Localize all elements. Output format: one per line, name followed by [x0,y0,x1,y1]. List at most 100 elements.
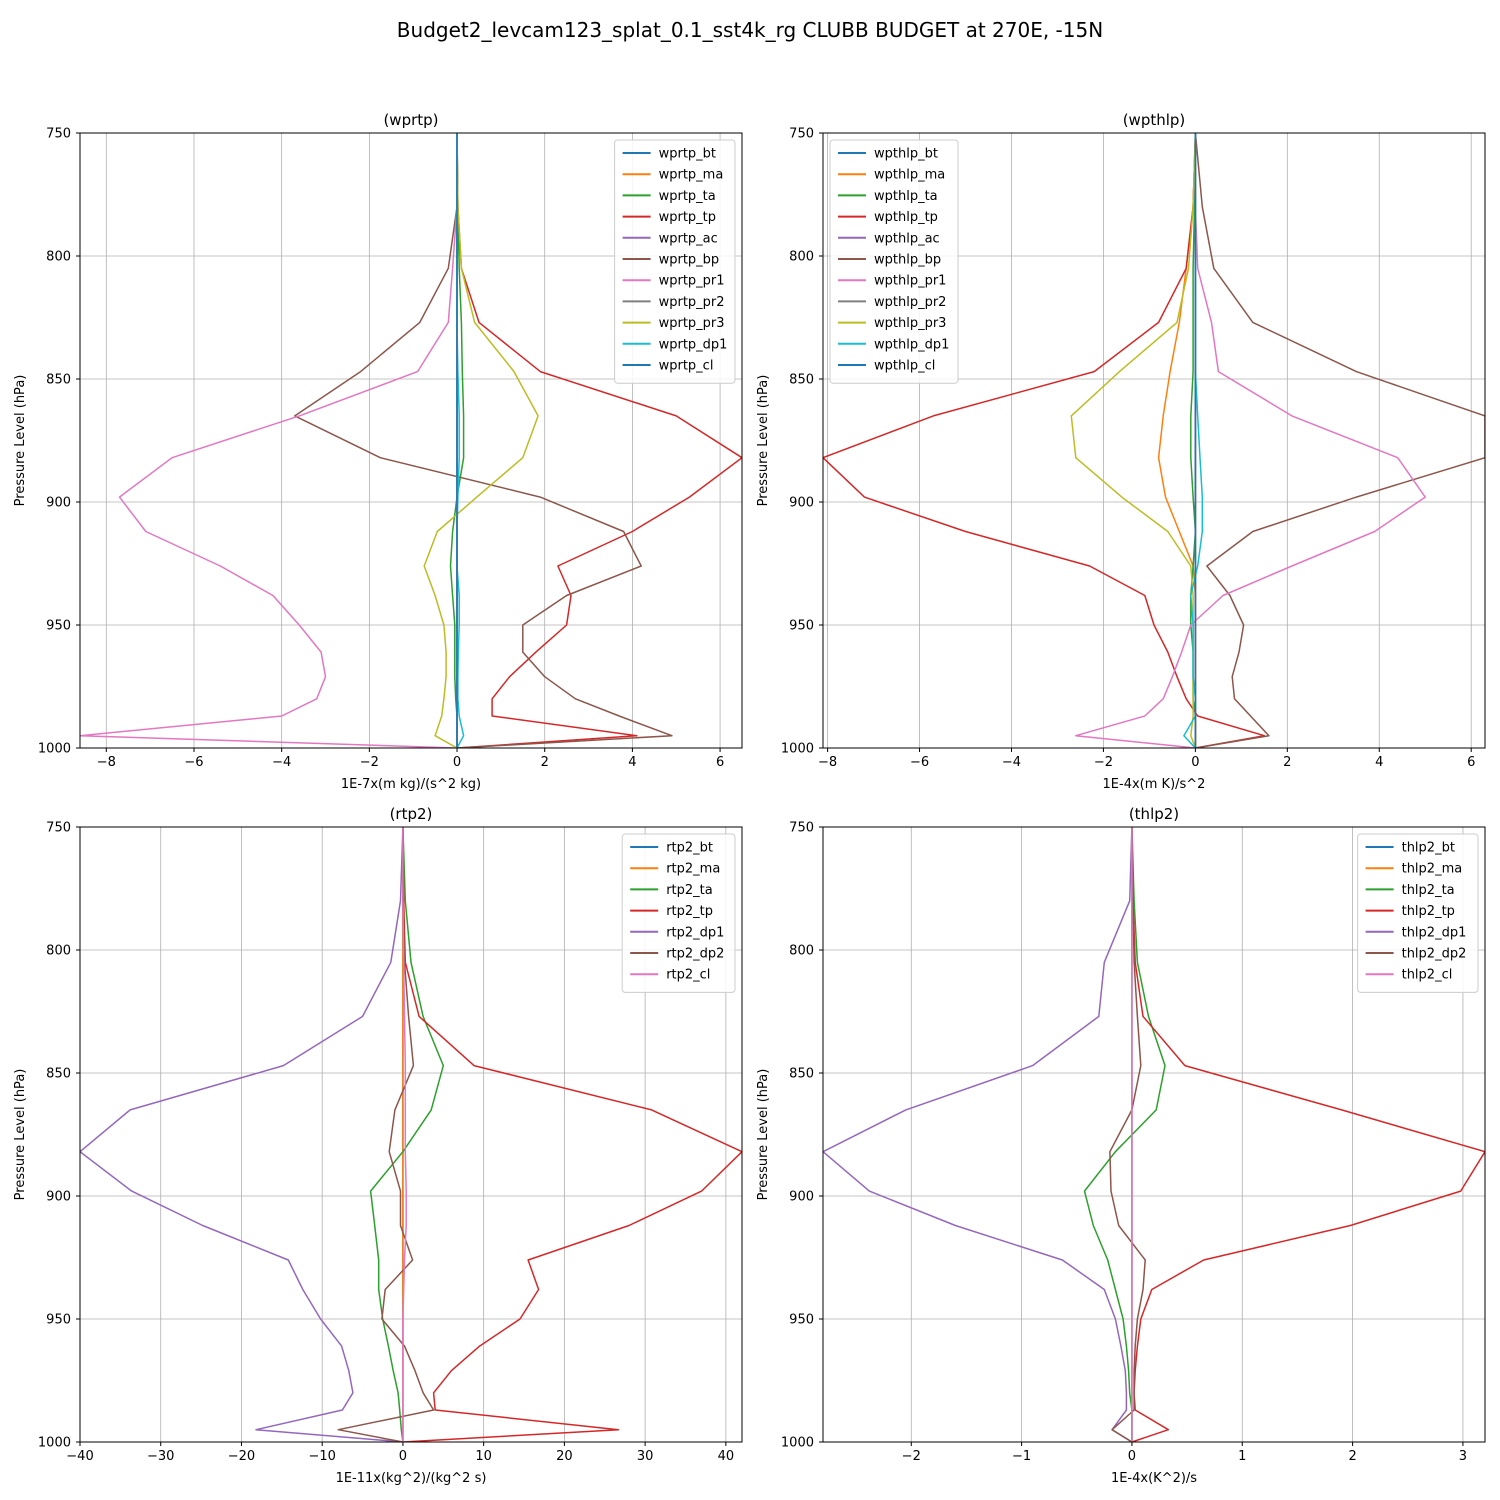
y-tick-label: 950 [789,1313,814,1328]
panel-wpthlp: −8 −6 −4 −2 0 2 4 6 750 800 850 900 950 1000 (wpthlp) 1… [756,111,1486,792]
y-tick-label: 1000 [38,742,71,757]
series-line-rtp2_tp [402,827,742,1442]
legend-entry: wpthlp_pr1 [874,274,946,289]
panel-title: (rtp2) [390,805,433,823]
legend-entry: wprtp_dp1 [659,337,728,352]
x-tick-label: 2 [1348,1449,1356,1464]
legend-entry: wpthlp_bp [874,253,941,268]
y-tick-label: 950 [789,619,814,634]
panel-title: (wprtp) [383,111,438,129]
legend-entry: rtp2_bt [666,841,713,856]
x-axis-label: 1E-11x(kg^2)/(kg^2 s) [336,1471,487,1486]
x-tick-label: 0 [399,1449,407,1464]
series-line-wprtp_pr1 [80,133,458,748]
x-tick-label: −2 [1094,755,1113,770]
y-tick-label: 850 [789,373,814,388]
y-tick-label: 800 [789,250,814,265]
panel-title: (thlp2) [1129,805,1179,823]
legend-entry: thlp2_dp2 [1402,947,1467,962]
y-axis-label: Pressure Level (hPa) [756,375,771,507]
legend-entry: wprtp_pr1 [659,274,725,289]
series-line-wpthlp_dp1 [1183,133,1204,748]
y-tick-label: 900 [789,1190,814,1205]
figure-title: Budget2_levcam123_splat_0.1_sst4k_rg CLU… [397,18,1103,42]
legend-entry: thlp2_ta [1402,883,1455,898]
series-line-wpthlp_pr1 [1075,133,1426,748]
legend-entry: rtp2_ta [666,883,713,898]
series-group [80,133,742,748]
x-tick-label: 6 [716,755,724,770]
y-axis-label: Pressure Level (hPa) [756,1069,771,1201]
series-line-wprtp_bp [294,133,673,748]
x-tick-label: −2 [902,1449,921,1464]
x-tick-label: −8 [818,755,837,770]
y-tick-label: 900 [46,496,71,511]
legend-entry: wprtp_ma [659,168,724,183]
y-tick-label: 1000 [38,1436,71,1451]
legend-entry: wprtp_bt [659,147,716,162]
y-tick-label: 850 [46,1067,71,1082]
legend-entry: wpthlp_dp1 [874,337,949,352]
y-axis-label: Pressure Level (hPa) [13,1069,28,1201]
y-tick-label: 850 [46,373,71,388]
y-axis-label: Pressure Level (hPa) [13,375,28,507]
x-tick-label: 30 [637,1449,654,1464]
legend-entry: wprtp_ac [659,231,718,246]
legend: wprtp_bt wprtp_ma wprtp_ta wprtp_tp wprtp_ac… [614,139,736,384]
y-tick-label: 1000 [781,742,814,757]
x-tick-label: 6 [1467,755,1475,770]
series-line-wpthlp_tp [823,133,1266,748]
series-line-wpthlp_pr3 [1070,133,1197,748]
legend-entry: thlp2_cl [1402,968,1453,983]
legend-entry: wpthlp_ac [874,231,940,246]
x-tick-label: −8 [97,755,116,770]
x-tick-label: 2 [1283,755,1291,770]
series-line-wprtp_tp [456,133,742,748]
panels-container: −8 −6 −4 −2 0 2 4 67508008509009501000(wprtp)1E… [13,111,1486,1486]
x-tick-label: 0 [1128,1449,1136,1464]
legend-entry: thlp2_tp [1402,904,1455,919]
x-tick-label: −10 [308,1449,335,1464]
legend-entry: wprtp_bp [659,253,720,268]
legend-entry: rtp2_ma [666,862,720,877]
panel-wprtp: −8 −6 −4 −2 0 2 4 6 750 800 850 900 950 1000 (wprtp) 1E… [13,111,743,792]
y-tick-label: 900 [46,1190,71,1205]
legend-entry: thlp2_dp1 [1402,925,1467,940]
legend-entry: wpthlp_pr2 [874,295,946,310]
series-line-wpthlp_bp [1194,133,1485,748]
y-tick-label: 900 [789,496,814,511]
x-tick-label: −4 [1002,755,1021,770]
series-line-wprtp_ta [449,133,465,748]
legend-entry: wpthlp_pr3 [874,316,946,331]
y-tick-label: 750 [46,127,71,142]
x-tick-label: 0 [1191,755,1199,770]
y-tick-label: 950 [46,1313,71,1328]
legend: wpthlp_bt wpthlp_ma wpthlp_ta wpthlp_tpwpth… [829,139,959,384]
x-tick-label: 20 [556,1449,573,1464]
series-line-thlp2_ta [1083,827,1166,1442]
y-tick-label: 800 [46,944,71,959]
x-tick-label: −20 [228,1449,255,1464]
legend-entry: thlp2_bt [1402,841,1455,856]
legend-entry: wprtp_tp [659,210,716,225]
legend-entry: rtp2_dp1 [666,925,724,940]
y-tick-label: 800 [789,944,814,959]
series-line-rtp2_ta [369,827,445,1442]
series-line-rtp2_cl [402,827,407,1442]
axes-frame [79,826,743,1443]
x-tick-label: 3 [1459,1449,1467,1464]
legend: thlp2_bt thlp2_ma thlp2_ta thlp2_tp thlp2_dp… [1357,833,1479,993]
legend-entry: rtp2_tp [666,904,713,919]
y-tick-label: 750 [46,821,71,836]
legend-entry: wprtp_cl [659,359,714,374]
panel-title: (wpthlp) [1123,111,1186,129]
x-tick-label: 40 [718,1449,735,1464]
y-tick-label: 750 [789,127,814,142]
x-tick-label: −6 [184,755,203,770]
series-group [823,133,1485,748]
x-tick-label: 2 [541,755,549,770]
x-tick-label: 4 [1375,755,1383,770]
y-tick-label: 1000 [781,1436,814,1451]
legend-entry: wprtp_pr3 [659,316,725,331]
